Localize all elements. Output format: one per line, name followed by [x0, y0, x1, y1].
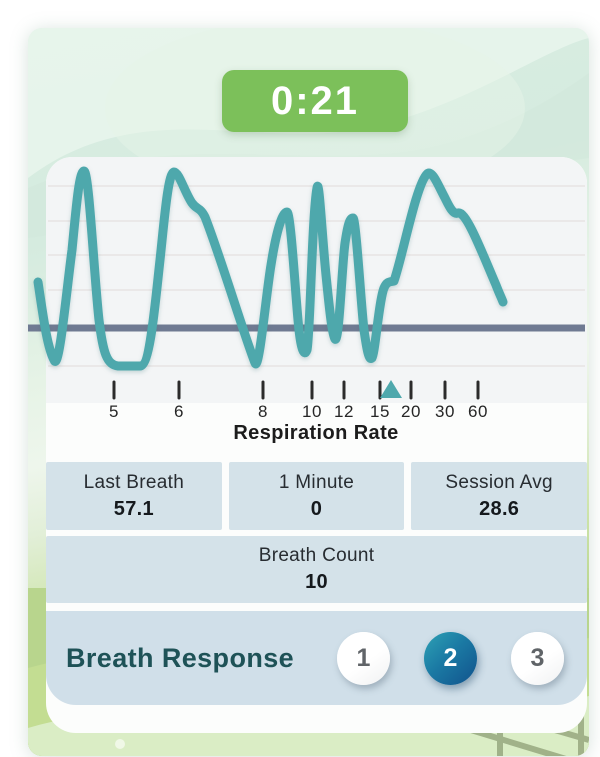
stat-session-avg: Session Avg 28.6 — [411, 462, 587, 530]
flower-dot-shape — [115, 739, 125, 749]
stat-label: Session Avg — [445, 471, 553, 493]
stat-value: 0 — [310, 497, 323, 520]
stat-value: 28.6 — [479, 497, 520, 520]
breath-response-option-2[interactable]: 2 — [424, 631, 477, 685]
stat-label: Last Breath — [83, 471, 185, 493]
session-timer-value: 0:21 — [270, 78, 360, 123]
session-timer-badge: 0:21 — [222, 70, 408, 132]
stat-value: 57.1 — [113, 497, 154, 520]
stat-one-minute: 1 Minute 0 — [228, 462, 405, 530]
breath-count-row: Breath Count 10 — [46, 536, 587, 603]
stat-label: 1 Minute — [278, 471, 355, 493]
stat-breath-count: Breath Count 10 — [46, 536, 587, 603]
stat-label: Breath Count — [258, 545, 375, 566]
stat-last-breath: Last Breath 57.1 — [46, 462, 222, 530]
breath-response-bar: Breath Response 1 2 3 — [46, 611, 587, 705]
stats-row: Last Breath 57.1 1 Minute 0 Session Avg … — [46, 462, 587, 530]
breath-response-option-1[interactable]: 1 — [337, 631, 390, 685]
breath-response-option-3[interactable]: 3 — [511, 631, 564, 685]
breath-response-label: Breath Response — [66, 642, 295, 673]
axis-label-zone — [46, 403, 587, 462]
breath-response-options: 1 2 3 — [337, 631, 564, 685]
content-panel: Last Breath 57.1 1 Minute 0 Session Avg … — [46, 157, 587, 733]
respiration-chart-panel — [46, 157, 587, 403]
stat-value: 10 — [305, 571, 328, 593]
session-card: 0:21 Last Breath 57.1 1 Minute 0 Session… — [28, 28, 589, 756]
